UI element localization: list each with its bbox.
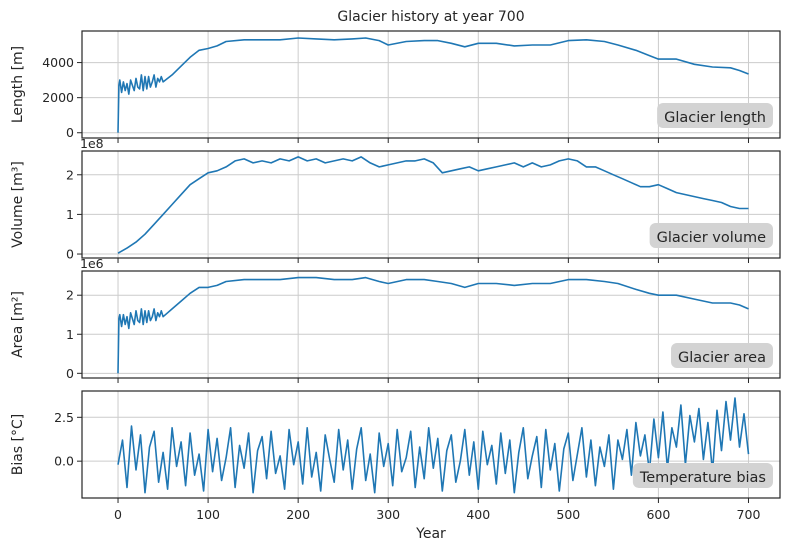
y-tick-label: 2 bbox=[66, 288, 74, 303]
annotation-label: Glacier volume bbox=[657, 230, 766, 246]
series-line bbox=[117, 156, 749, 254]
annotation-label: Glacier area bbox=[678, 350, 766, 366]
axes-frame bbox=[81, 150, 781, 259]
x-tick-label: 300 bbox=[376, 507, 400, 522]
y-tick-label: 0 bbox=[66, 125, 74, 140]
figure-title: Glacier history at year 700 bbox=[337, 9, 524, 25]
y-axis-label: Length [m] bbox=[10, 46, 26, 123]
x-tick-label: 700 bbox=[737, 507, 761, 522]
panel-2: 0 1 2 Volume [m³] 1e8 Glacier volume bbox=[10, 136, 781, 263]
series-line bbox=[117, 37, 749, 133]
y-tick-label: 0.0 bbox=[54, 454, 74, 469]
series-line bbox=[117, 397, 750, 494]
y-tick-label: 4000 bbox=[42, 55, 74, 70]
y-axis-label: Volume [m³] bbox=[10, 161, 26, 248]
offset-text: 1e8 bbox=[80, 136, 104, 151]
y-tick-label: 2.5 bbox=[54, 410, 74, 425]
annotation-box bbox=[657, 103, 773, 128]
y-tick-label: 0 bbox=[66, 247, 74, 262]
x-tick-label: 0 bbox=[114, 507, 122, 522]
axes-frame bbox=[81, 30, 781, 139]
y-tick-label: 1 bbox=[66, 207, 74, 222]
y-axis-label: Area [m²] bbox=[10, 291, 26, 358]
y-axis-label: Bias [°C] bbox=[10, 414, 26, 476]
y-tick-label: 1 bbox=[66, 327, 74, 342]
offset-text: 1e6 bbox=[80, 256, 104, 271]
panel-4: 0 100 200 300 400 500 600 700 0.0 2.5 Bias [°C] Tem… bbox=[10, 390, 781, 522]
annotation-label: Temperature bias bbox=[639, 470, 766, 486]
x-tick-label: 200 bbox=[286, 507, 310, 522]
x-tick-label: 600 bbox=[646, 507, 670, 522]
annotation-label: Glacier length bbox=[664, 110, 766, 126]
x-tick-label: 100 bbox=[196, 507, 220, 522]
x-axis-label: Year bbox=[415, 526, 446, 542]
x-tick-label: 500 bbox=[556, 507, 580, 522]
y-tick-label: 0 bbox=[66, 366, 74, 381]
series-line bbox=[117, 276, 749, 374]
axes-frame bbox=[81, 270, 781, 379]
axes-frame bbox=[81, 390, 781, 499]
annotation-box bbox=[632, 463, 773, 488]
y-tick-label: 2 bbox=[66, 167, 74, 182]
annotation-box bbox=[671, 343, 773, 368]
annotation-box bbox=[649, 223, 773, 248]
panel-3: 0 1 2 Area [m²] 1e6 Glacier area bbox=[10, 256, 781, 383]
y-tick-label: 2000 bbox=[42, 90, 74, 105]
panel-1: 0 2000 4000 Length [m] Glacier length bbox=[10, 30, 781, 143]
x-tick-label: 400 bbox=[466, 507, 490, 522]
